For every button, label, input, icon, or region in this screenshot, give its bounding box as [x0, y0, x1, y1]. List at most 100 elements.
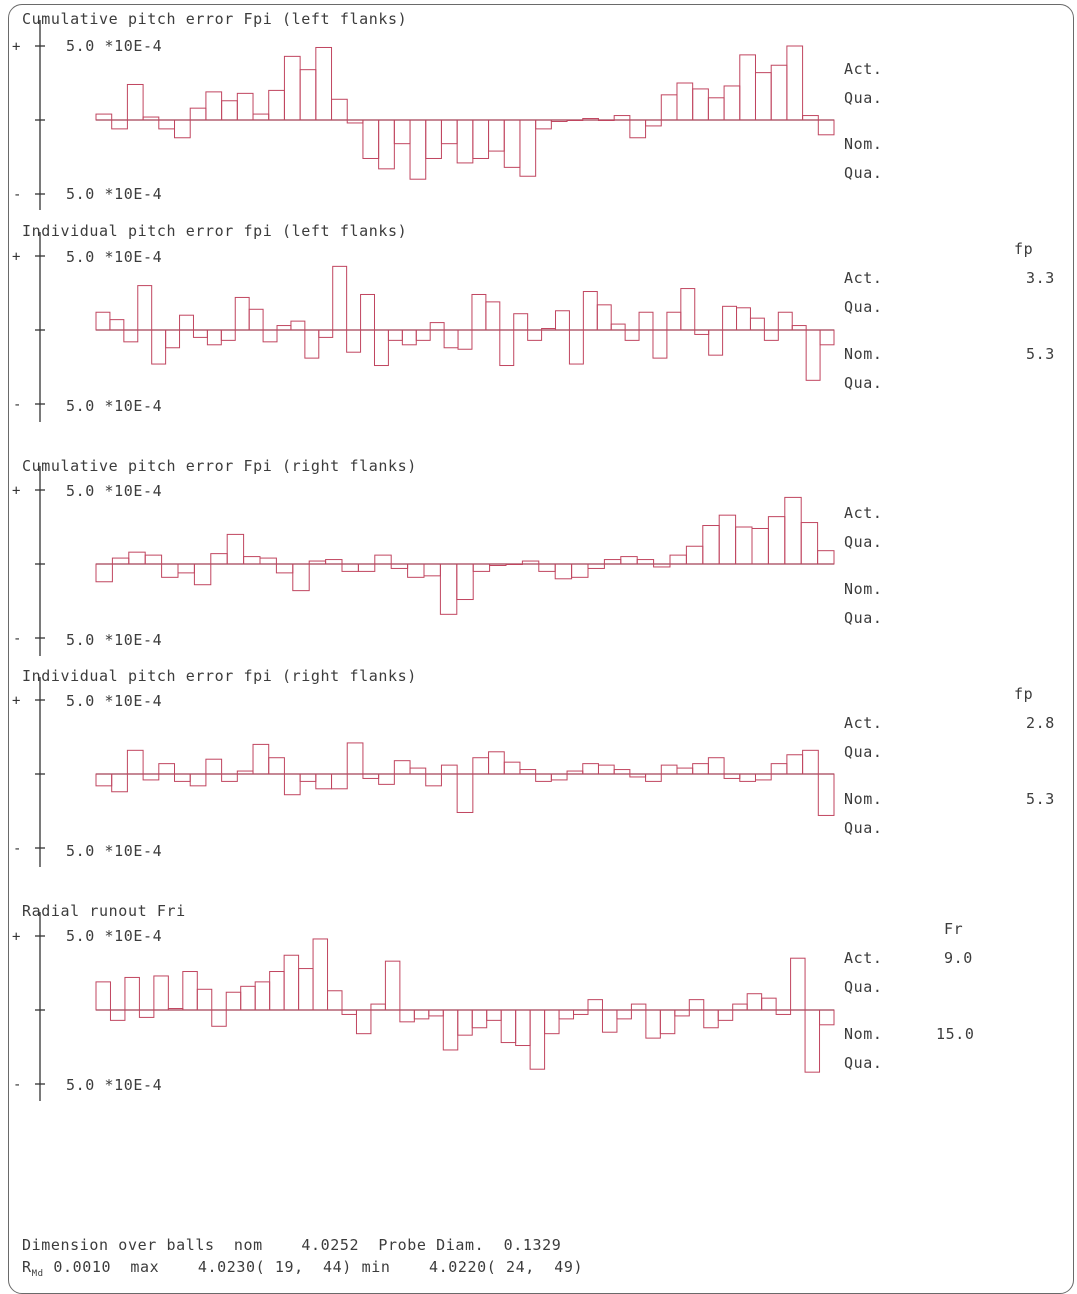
bar [409, 119, 427, 180]
legend-qua-upper: Qua. [844, 89, 883, 107]
bar [262, 329, 278, 343]
dimension-nom-value: 4.0252 [301, 1236, 360, 1254]
bar [703, 1009, 719, 1029]
plus-sign: + [12, 249, 20, 265]
bar [749, 317, 765, 331]
bar [515, 1009, 531, 1047]
bar [384, 960, 401, 1011]
bar [751, 527, 769, 565]
bar [456, 563, 474, 601]
bar [95, 113, 113, 121]
bar [315, 773, 333, 790]
bar [582, 291, 598, 331]
bar [225, 991, 242, 1011]
bar [192, 329, 208, 338]
max-value: 4.0230( 19, 44) [197, 1258, 352, 1276]
bar [220, 329, 236, 341]
bar [571, 563, 589, 578]
bar [346, 742, 364, 775]
bar [566, 119, 584, 121]
bar [275, 563, 294, 574]
bar [457, 329, 473, 350]
bar [128, 551, 146, 565]
bar [770, 763, 788, 775]
legend-qua-upper: Qua. [844, 533, 883, 551]
y-max-label: 5.0 *10E-4 [66, 37, 163, 55]
fp-header: fp [1014, 685, 1034, 703]
bar [708, 329, 724, 356]
bar [800, 522, 819, 565]
bar [137, 285, 153, 331]
bar [707, 757, 725, 775]
bar [802, 749, 819, 775]
bar [124, 976, 140, 1011]
bar [226, 533, 245, 565]
bar [718, 514, 737, 565]
rmd-sub: Md [31, 1269, 44, 1279]
bar [505, 563, 523, 565]
bar [471, 293, 487, 331]
bar [413, 1009, 430, 1020]
bar [179, 314, 194, 331]
legend-nom: Nom. [844, 580, 883, 598]
bar [660, 764, 678, 775]
bar [676, 767, 694, 775]
bar [428, 1009, 444, 1017]
bar [802, 115, 819, 121]
bar [529, 1009, 546, 1070]
bar [142, 116, 160, 121]
bar [538, 563, 556, 572]
bar [653, 563, 671, 568]
probe-diam-value: 0.1329 [503, 1236, 562, 1254]
legend-qua-lower: Qua. [844, 374, 883, 392]
minus-sign: - [13, 841, 21, 857]
bar [692, 763, 709, 775]
bar [341, 563, 359, 572]
bar [676, 82, 694, 121]
bar [111, 119, 128, 130]
bar [550, 119, 568, 122]
bar [95, 773, 113, 787]
bar [252, 113, 270, 121]
bar [240, 985, 256, 1011]
bar [393, 119, 411, 145]
bar [601, 1009, 618, 1033]
bar [550, 773, 568, 781]
footer-line-2: RMd 0.0010 max 4.0230( 19, 44) min 4.022… [22, 1258, 583, 1279]
bar [182, 971, 198, 1011]
bar [362, 773, 380, 779]
bar [503, 119, 521, 168]
bar [736, 307, 751, 331]
bar [784, 496, 802, 565]
dimension-label: Dimension over balls nom [22, 1236, 263, 1254]
bar [652, 329, 668, 359]
bar [236, 770, 254, 775]
fp-header: fp [1014, 240, 1034, 258]
bar [645, 773, 662, 782]
fp-act-value: 3.3 [1026, 269, 1055, 287]
bar [486, 1009, 502, 1021]
bar [777, 311, 793, 331]
bar [346, 329, 362, 353]
bar [519, 119, 537, 177]
bar [425, 773, 442, 787]
bar [126, 749, 144, 775]
fr-header: Fr [944, 920, 964, 938]
bar [252, 743, 270, 775]
bar [489, 563, 507, 566]
bar [596, 304, 612, 331]
bar [268, 89, 285, 121]
bar [95, 563, 113, 583]
bar [109, 319, 125, 331]
bar [805, 329, 821, 381]
y-min-label: 5.0 *10E-4 [66, 397, 163, 415]
max-label: max [130, 1258, 160, 1276]
legend-act: Act. [844, 60, 883, 78]
bar [746, 993, 763, 1011]
bar [298, 968, 314, 1011]
bar [717, 1009, 734, 1021]
bar [304, 329, 320, 359]
bar [393, 760, 411, 775]
